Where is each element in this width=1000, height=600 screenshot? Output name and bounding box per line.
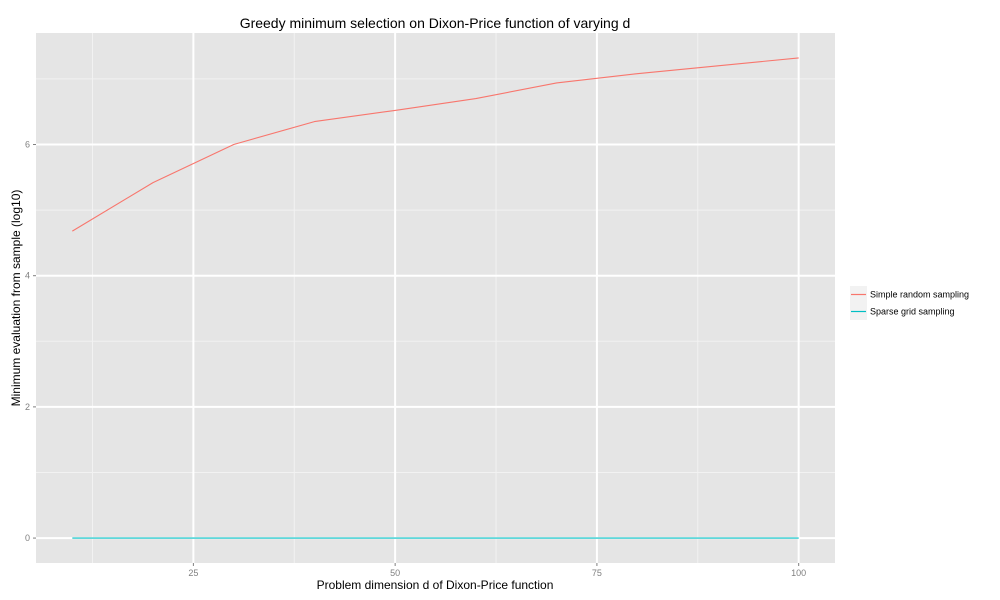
series-line-0	[72, 57, 799, 232]
y-tick-label: 6	[25, 140, 30, 150]
plot-panel	[36, 33, 835, 563]
x-axis-title: Problem dimension d of Dixon-Price funct…	[317, 578, 554, 592]
y-axis-ticks: 0 2 4 6	[25, 140, 36, 543]
x-tick-label: 50	[390, 568, 400, 578]
legend: Simple random sampling Sparse grid sampli…	[850, 286, 969, 320]
x-tick-label: 100	[791, 568, 806, 578]
legend-label: Sparse grid sampling	[870, 307, 955, 317]
series-lines	[72, 57, 799, 539]
y-tick-label: 0	[25, 533, 30, 543]
x-tick-label: 75	[592, 568, 602, 578]
y-tick-label: 2	[25, 402, 30, 412]
x-axis-ticks: 25 50 75 100	[188, 563, 806, 578]
x-tick-label: 25	[188, 568, 198, 578]
legend-label: Simple random sampling	[870, 290, 969, 300]
chart-title: Greedy minimum selection on Dixon-Price …	[240, 15, 631, 31]
y-axis-title: Minimum evaluation from sample (log10)	[9, 190, 23, 407]
y-tick-label: 4	[25, 271, 30, 281]
